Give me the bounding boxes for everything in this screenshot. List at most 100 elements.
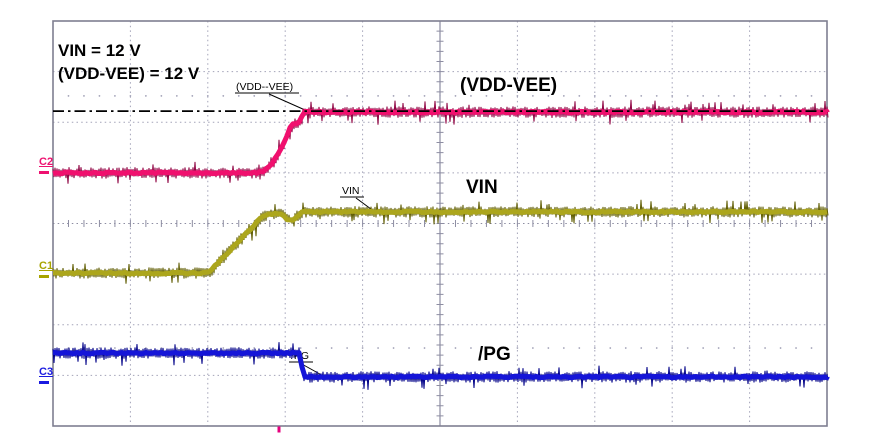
dotted-cursor-row-dot: [640, 95, 643, 97]
dotted-cursor-row-dot: [593, 347, 596, 349]
dotted-cursor-row-dot: [516, 95, 519, 97]
dotted-cursor-row-dot: [562, 347, 565, 349]
dotted-cursor-row-dot: [578, 347, 581, 349]
dotted-cursor-row-dot: [191, 347, 194, 349]
dotted-cursor-row-dot: [114, 347, 116, 349]
dotted-cursor-row-dot: [470, 95, 472, 97]
dotted-cursor-row-dot: [377, 95, 379, 97]
dotted-cursor-row-dot: [175, 95, 178, 97]
dotted-cursor-row-dot: [361, 347, 364, 349]
dotted-cursor-row-dot: [795, 347, 797, 349]
condition-text-line2: (VDD-VEE) = 12 V: [58, 64, 200, 83]
dotted-cursor-row-dot: [83, 95, 85, 97]
dotted-cursor-row-dot: [810, 347, 813, 349]
dotted-cursor-row-dot: [764, 347, 766, 349]
dotted-cursor-row-dot: [346, 347, 349, 349]
dotted-cursor-row-dot: [609, 95, 612, 97]
cursor-layer: [53, 110, 827, 433]
dotted-cursor-row-dot: [454, 95, 457, 97]
dotted-cursor-row-dot: [160, 95, 163, 97]
channel-offset-marker-c3: [39, 380, 49, 384]
channel-label-c2: C2: [39, 155, 54, 168]
dotted-cursor-row-dot: [717, 347, 720, 349]
dotted-cursor-row-dot: [222, 95, 225, 97]
dotted-cursor-row-dot: [114, 95, 116, 97]
dotted-cursor-row-dot: [671, 347, 674, 349]
dotted-cursor-row-dot: [624, 95, 627, 97]
dotted-cursor-row-dot: [144, 95, 147, 97]
dotted-cursor-row-dot: [206, 95, 209, 97]
dotted-cursor-row-dot: [253, 95, 256, 97]
dotted-cursor-row-dot: [284, 347, 287, 349]
dotted-cursor-row-dot: [454, 347, 457, 349]
dotted-cursor-row-dot: [191, 95, 194, 97]
dotted-cursor-row-dot: [655, 347, 658, 349]
grid-border: [52, 20, 828, 427]
dotted-cursor-row-dot: [67, 95, 70, 97]
dotted-cursor-row-dot: [593, 95, 596, 97]
dotted-cursor-row-dot: [686, 95, 689, 97]
dotted-cursor-row-dot: [222, 347, 225, 349]
dotted-cursor-row-dot: [501, 347, 503, 349]
dotted-cursor-row-dot: [733, 95, 736, 97]
vin-callout-text: VIN: [342, 185, 360, 197]
dotted-cursor-row-dot: [531, 95, 534, 97]
dotted-cursor-row-dot: [795, 95, 797, 97]
dotted-cursor-row-dot: [299, 95, 302, 97]
dotted-cursor-row-dot: [237, 95, 240, 97]
dotted-cursor-row-dot: [439, 347, 441, 349]
dotted-cursor-row-dot: [361, 95, 364, 97]
dotted-cursor-row-dot: [764, 95, 766, 97]
dotted-cursor-row-dot: [748, 95, 751, 97]
dotted-cursor-row-dot: [470, 347, 472, 349]
dotted-cursor-row-dot: [408, 347, 410, 349]
dotted-cursor-row-dot: [501, 95, 503, 97]
dotted-cursor-row-dot: [423, 95, 426, 97]
dotted-cursor-row-dot: [717, 95, 720, 97]
dotted-cursor-row-dot: [315, 347, 318, 349]
channel-offset-marker-c2: [39, 170, 49, 174]
dotted-cursor-row-dot: [315, 95, 318, 97]
dotted-cursor-row-dot: [609, 347, 612, 349]
dotted-cursor-row-dot: [98, 95, 101, 97]
vddvee-callout-text: (VDD--VEE): [236, 81, 293, 93]
dotted-cursor-row-dot: [284, 95, 287, 97]
dotted-cursor-row-dot: [779, 95, 782, 97]
dotted-cursor-row-dot: [423, 347, 426, 349]
trace-label-pg: /PG: [478, 344, 511, 365]
dotted-cursor-row-dot: [330, 95, 333, 97]
channel-label-c3: C3: [39, 365, 54, 378]
dotted-cursor-row-dot: [439, 95, 441, 97]
channel-offset-marker-c1: [39, 275, 49, 279]
channel-label-c1: C1: [39, 260, 54, 273]
dotted-cursor-row-dot: [624, 347, 627, 349]
dotted-cursor-row-dot: [485, 347, 488, 349]
trigger-position-marker: [277, 426, 281, 433]
trace-core-c1: [53, 208, 828, 277]
condition-text-line1: VIN = 12 V: [58, 41, 141, 60]
dotted-cursor-row-dot: [702, 347, 705, 349]
dotted-cursor-row-dot: [733, 347, 736, 349]
dotted-cursor-row-dot: [377, 347, 379, 349]
dotted-cursor-row-dot: [655, 95, 658, 97]
dotted-cursor-row-dot: [562, 95, 565, 97]
dotted-cursor-row-dot: [531, 347, 534, 349]
dotted-cursor-row-dot: [748, 347, 751, 349]
trace-core-c3: [52, 349, 830, 381]
dotted-cursor-row-dot: [129, 95, 132, 97]
dotted-cursor-row-dot: [578, 95, 581, 97]
dotted-cursor-row-dot: [299, 347, 302, 349]
dotted-cursor-row-dot: [268, 347, 271, 349]
dotted-cursor-row-dot: [702, 95, 705, 97]
dotted-cursor-row-dot: [686, 347, 689, 349]
dotted-cursor-row-dot: [547, 95, 550, 97]
dotted-cursor-row-dot: [253, 347, 256, 349]
dotted-cursor-row-dot: [810, 95, 813, 97]
dotted-cursor-row-dot: [485, 95, 488, 97]
dotted-cursor-row-dot: [330, 347, 333, 349]
trace-label-vddvee: (VDD-VEE): [460, 75, 558, 96]
dotted-cursor-row-dot: [516, 347, 519, 349]
dotted-cursor-row-dot: [346, 95, 349, 97]
dotted-cursor-row-dot: [392, 347, 395, 349]
